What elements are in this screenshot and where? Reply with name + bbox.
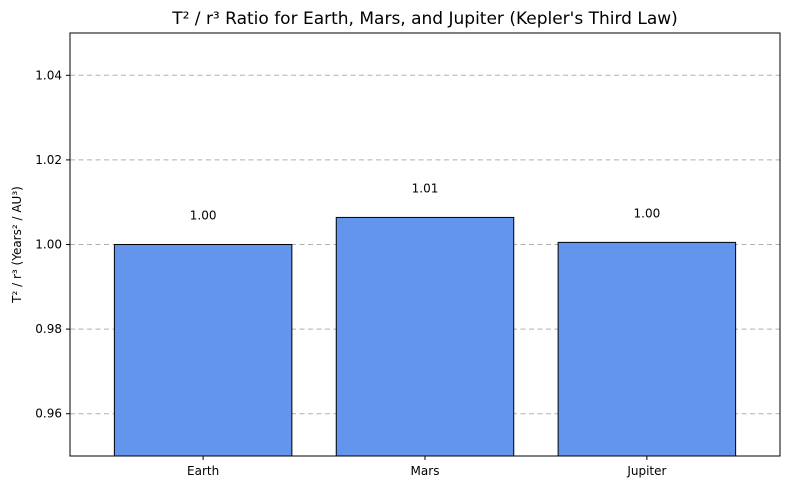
bar-earth — [113, 244, 293, 457]
x-tick-label-earth: Earth — [187, 464, 219, 478]
chart-title: T² / r³ Ratio for Earth, Mars, and Jupit… — [171, 9, 678, 29]
bar-jupiter — [557, 241, 737, 457]
bars-layer — [113, 216, 737, 457]
y-tick-label: 1.00 — [35, 238, 62, 252]
ticks-layer — [66, 74, 648, 460]
y-tick-label: 1.04 — [35, 68, 62, 82]
data-label-mars: 1.01 — [412, 181, 439, 195]
data-label-jupiter: 1.00 — [634, 206, 661, 220]
y-tick-label: 0.96 — [35, 407, 62, 421]
y-axis-label: T² / r³ (Years² / AU³) — [10, 186, 24, 304]
data-label-earth: 1.00 — [190, 209, 217, 223]
x-tick-label-jupiter: Jupiter — [626, 464, 666, 478]
x-tick-label-mars: Mars — [411, 464, 440, 478]
bar-mars — [335, 216, 515, 457]
y-tick-label: 0.98 — [35, 322, 62, 336]
y-tick-label: 1.02 — [35, 153, 62, 167]
labels-layer: 0.96 0.98 1.00 1.02 1.04 1.00 Earth 1.01 Mars 1.0… — [35, 68, 666, 478]
